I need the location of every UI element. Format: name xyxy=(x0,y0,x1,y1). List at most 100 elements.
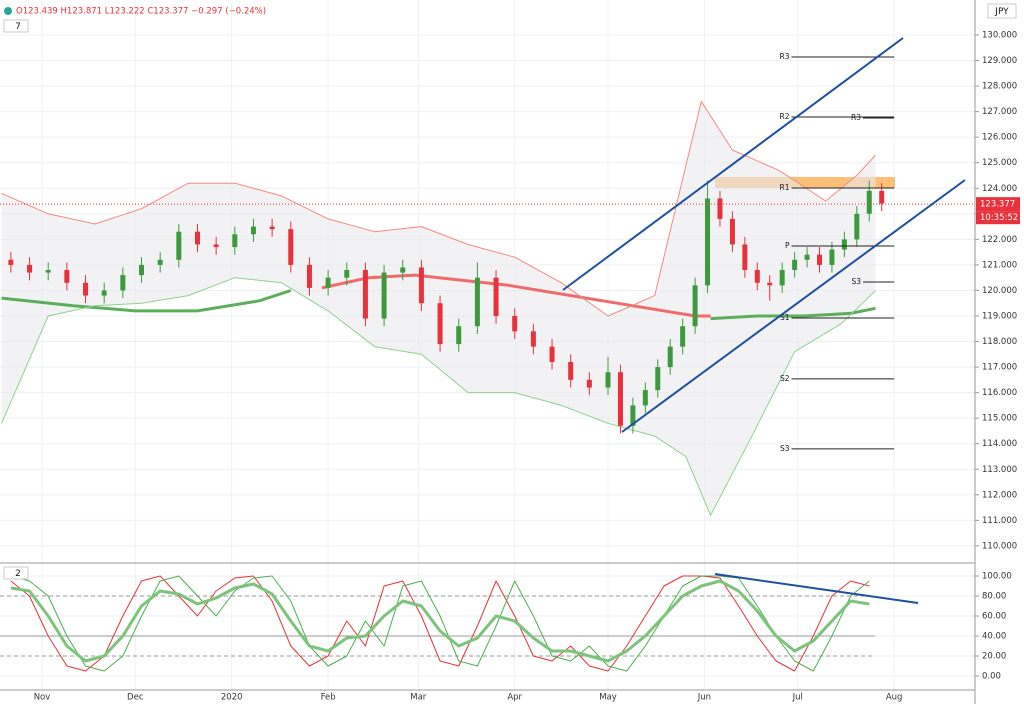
pivot-label: R3 xyxy=(780,52,790,61)
y-tick-label: 116.000 xyxy=(982,388,1017,398)
candle-body xyxy=(512,315,518,332)
candle-body xyxy=(8,259,14,265)
ohlc-header: O123.439 H123.871 L123.222 C123.377 −0.2… xyxy=(16,7,266,17)
candle-body xyxy=(474,277,480,327)
currency-label[interactable]: JPY xyxy=(994,7,1009,17)
y-tick-label: 127.000 xyxy=(982,107,1017,117)
pivot-label: S2 xyxy=(780,374,790,383)
candle-body xyxy=(680,326,686,347)
y-tick-label: 60.00 xyxy=(982,612,1006,622)
x-tick-label: Feb xyxy=(321,693,336,703)
x-tick-label: Nov xyxy=(34,693,51,703)
candle-body xyxy=(829,249,835,265)
candle-body xyxy=(642,390,648,406)
candle-body xyxy=(456,326,462,345)
y-tick-label: 130.000 xyxy=(982,30,1017,40)
candle-body xyxy=(101,290,107,296)
candle-body xyxy=(139,264,145,276)
candle-body xyxy=(64,270,70,283)
candle-body xyxy=(742,244,748,271)
candle-body xyxy=(630,405,636,426)
candle-body xyxy=(655,367,661,391)
candle-body xyxy=(816,254,822,265)
pivot-label: R1 xyxy=(780,183,790,192)
candle-body xyxy=(306,264,312,288)
candle-body xyxy=(194,231,200,245)
candle-body xyxy=(530,331,536,347)
candle-body xyxy=(250,226,256,235)
candle-body xyxy=(325,277,331,288)
candle-body xyxy=(232,234,238,248)
series-line xyxy=(10,579,870,663)
y-tick-label: 112.000 xyxy=(982,490,1017,500)
candle-body xyxy=(568,361,574,380)
candle-body xyxy=(586,379,592,388)
candle-body xyxy=(866,190,872,214)
candle-body xyxy=(45,270,51,273)
candle-body xyxy=(288,229,294,265)
candle-body xyxy=(841,239,847,250)
candle-body xyxy=(754,270,760,283)
series-line xyxy=(1,289,876,321)
candle-body xyxy=(344,270,350,278)
pivot-label: S1 xyxy=(780,313,790,322)
status-dot xyxy=(4,7,12,15)
y-tick-label: 110.000 xyxy=(982,541,1017,551)
indicator-toggle[interactable] xyxy=(3,19,29,33)
candle-body xyxy=(779,270,785,286)
osc-indicator-toggle[interactable] xyxy=(3,566,29,580)
candle-body xyxy=(605,372,611,388)
x-tick-label: Aug xyxy=(886,693,903,703)
series-line xyxy=(1,100,876,317)
pivot-label: S3 xyxy=(780,444,790,453)
y-tick-label: 80.00 xyxy=(982,592,1006,602)
candle-body xyxy=(493,277,499,316)
candle-body xyxy=(213,244,219,248)
candle-body xyxy=(83,282,89,296)
candle-body xyxy=(549,346,555,362)
candle-body xyxy=(854,213,860,240)
candle-body xyxy=(157,259,163,265)
x-tick-label: Apr xyxy=(507,693,522,703)
x-tick-label: May xyxy=(599,693,617,703)
candle-body xyxy=(879,190,885,204)
osc-indicator-count[interactable]: 2 xyxy=(15,569,21,579)
candle-body xyxy=(617,372,623,426)
candle-body xyxy=(437,303,443,345)
candle-body xyxy=(120,275,126,291)
y-tick-label: 122.000 xyxy=(982,235,1017,245)
x-tick-label: Dec xyxy=(127,693,144,703)
candle-body xyxy=(400,267,406,273)
y-tick-label: 124.000 xyxy=(982,184,1017,194)
x-tick-label: Jun xyxy=(697,693,711,703)
series-line xyxy=(10,575,870,672)
candle-body xyxy=(729,218,735,245)
candle-body xyxy=(362,270,368,319)
y-tick-label: 100.00 xyxy=(982,572,1012,582)
indicator-count[interactable]: 7 xyxy=(15,22,21,32)
pivot-label: R3 xyxy=(851,113,861,122)
y-tick-label: 129.000 xyxy=(982,56,1017,66)
pivot-label: R2 xyxy=(780,112,790,121)
candle-body xyxy=(667,346,673,368)
x-tick-label: Jul xyxy=(792,693,803,703)
candle-body xyxy=(804,254,810,260)
y-tick-label: 121.000 xyxy=(982,260,1017,270)
currency-box[interactable] xyxy=(987,3,1017,19)
main-pane: R3 R2 R1 P S1 S2 S3 R3 S3 xyxy=(0,52,975,516)
countdown-label: 10:35:52 xyxy=(980,213,1018,223)
channel-lower xyxy=(621,179,966,433)
oscillator-pane xyxy=(0,575,875,672)
price-tag xyxy=(976,197,1020,212)
pivot-label: P xyxy=(785,241,790,250)
series-line xyxy=(321,273,711,318)
candle-body xyxy=(176,231,182,260)
y-tick-label: 118.000 xyxy=(982,337,1017,347)
candle-body xyxy=(269,226,275,230)
candle-body xyxy=(767,282,773,286)
candle-body xyxy=(792,259,798,271)
series-line xyxy=(1,277,876,516)
y-tick-label: 113.000 xyxy=(982,465,1017,475)
y-tick-label: 115.000 xyxy=(982,414,1017,424)
y-tick-label: 125.000 xyxy=(982,158,1017,168)
